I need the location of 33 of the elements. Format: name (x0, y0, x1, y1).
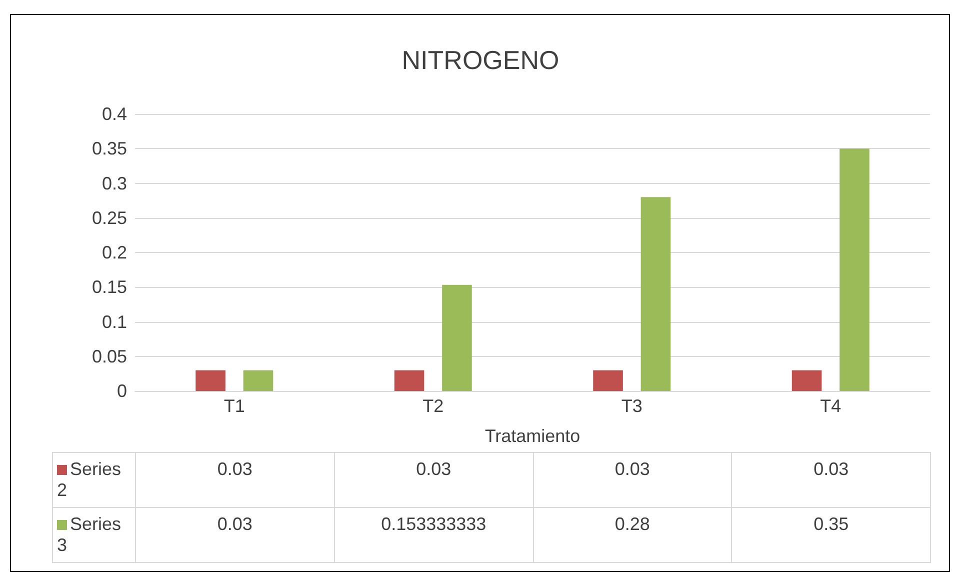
y-tick-label: 0.2 (102, 242, 127, 262)
bar (640, 197, 671, 391)
data-label: 0.153333333 (334, 508, 533, 562)
bar (243, 370, 274, 391)
data-label: 0.03 (334, 452, 533, 508)
bar (792, 370, 822, 391)
chart-title: NITROGENO (402, 45, 560, 75)
bar (840, 148, 870, 391)
y-tick-label: 0.1 (102, 312, 127, 332)
bar (442, 284, 472, 391)
bar (394, 370, 424, 391)
data-label: 0.28 (533, 508, 732, 562)
x-axis-title: Tratamiento (484, 426, 580, 446)
y-tick-label: 0.35 (92, 138, 127, 159)
y-tick-label: 0.4 (102, 104, 127, 124)
bar (196, 370, 226, 391)
data-label: 0.03 (732, 452, 930, 508)
data-label: 0.35 (732, 508, 930, 562)
data-label: 0.03 (136, 452, 334, 508)
data-label: 0.03 (136, 508, 334, 562)
data-label: 0.03 (533, 452, 732, 508)
x-tick-label: T2 (422, 396, 444, 416)
y-tick-label: 0.05 (92, 346, 127, 366)
x-tick-label: T1 (224, 396, 245, 416)
legend-label: Series 3 (52, 508, 136, 562)
y-tick-label: 0.25 (92, 208, 127, 228)
y-tick-label: 0.3 (102, 173, 127, 194)
bar (593, 370, 623, 391)
y-tick-label: 0 (116, 381, 127, 401)
x-tick-label: T4 (820, 396, 842, 416)
y-tick-label: 0.15 (92, 277, 127, 298)
x-tick-label: T3 (621, 396, 642, 416)
legend-label: Series 2 (52, 452, 136, 508)
